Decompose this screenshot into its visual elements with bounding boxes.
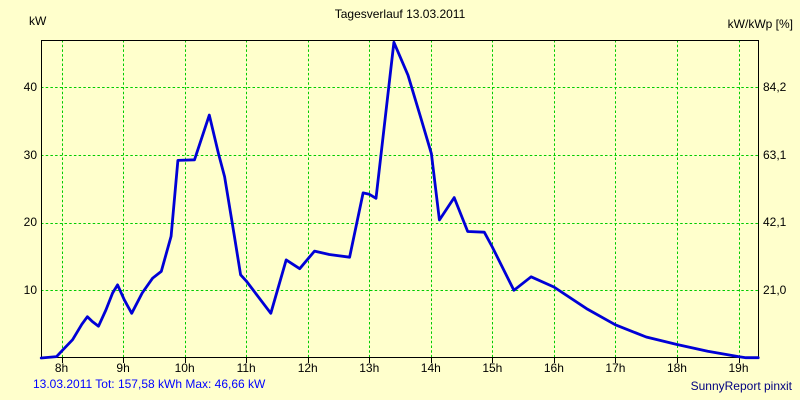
y-axis-right-tick-label: 21,0 xyxy=(763,282,787,297)
plot-frame xyxy=(41,40,759,358)
x-axis-tick-label: 9h xyxy=(116,361,130,375)
y-axis-left-tick-label: 40 xyxy=(23,79,37,94)
y-axis-left-tick-label: 20 xyxy=(23,215,37,230)
footer-summary-text: 13.03.2011 Tot: 157,58 kWh Max: 46,66 kW xyxy=(33,377,266,391)
y-axis-right-tick-label: 63,1 xyxy=(763,147,787,162)
y-axis-left-tick-label: 30 xyxy=(23,147,37,162)
x-axis-tick-label: 16h xyxy=(543,361,564,375)
x-axis-tick-label: 18h xyxy=(666,361,687,375)
grid-lines xyxy=(41,40,759,358)
x-axis-tick-marks xyxy=(62,358,740,363)
power-curve xyxy=(39,40,760,360)
x-axis-tick-label: 12h xyxy=(297,361,318,375)
y-axis-left-tick-label: 10 xyxy=(23,282,37,297)
x-axis-tick-label: 8h xyxy=(54,361,69,375)
footer-branding-text: SunnyReport pinxit xyxy=(690,379,792,393)
x-axis-tick-label: 10h xyxy=(174,361,195,375)
x-axis-tick-label: 17h xyxy=(605,361,626,375)
y-axis-right-tick-label: 42,1 xyxy=(763,215,787,230)
x-axis-tick-label: 19h xyxy=(728,361,749,375)
y-axis-left-unit-label: kW xyxy=(29,14,47,28)
chart-title: Tagesverlauf 13.03.2011 xyxy=(334,7,466,21)
x-axis-tick-label: 13h xyxy=(359,361,380,375)
y-axis-right-tick-label: 84,2 xyxy=(763,79,787,94)
x-axis-tick-label: 14h xyxy=(420,361,441,375)
x-axis-tick-label: 11h xyxy=(236,361,256,375)
y-axis-right-unit-label: kW/kWp [%] xyxy=(727,17,793,31)
x-axis-tick-label: 15h xyxy=(482,361,503,375)
